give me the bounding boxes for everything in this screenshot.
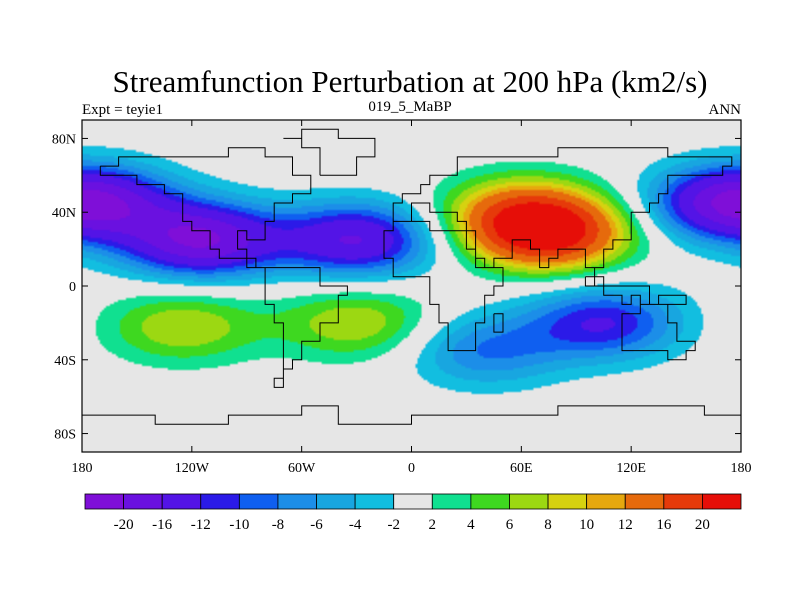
colorbar-label: -20 [114, 517, 134, 533]
colorbar-box [123, 493, 163, 510]
colorbar-box [431, 493, 472, 510]
colorbar-label: 20 [695, 517, 710, 533]
colorbar-label: -8 [272, 517, 285, 533]
colorbar-box [277, 493, 317, 510]
y-tick-label: 0 [69, 280, 76, 295]
y-tick-label: 40N [52, 206, 76, 221]
x-tick-label: 0 [408, 461, 415, 476]
colorbar-label: -12 [191, 517, 211, 533]
center-string: 019_5_MaBP [368, 99, 451, 115]
x-tick-label: 180 [72, 461, 93, 476]
colorbar-box [702, 493, 742, 510]
colorbar-label: 2 [429, 517, 437, 533]
colorbar-box [161, 493, 202, 510]
colorbar-box [393, 493, 433, 510]
colorbar-label: -16 [152, 517, 172, 533]
x-tick-label: 60W [288, 461, 316, 476]
colorbar-label: 6 [506, 517, 514, 533]
colorbar-box [509, 493, 549, 510]
colorbar-label: 16 [656, 517, 672, 533]
y-tick-label: 80N [52, 132, 76, 147]
colorbar-box [238, 493, 279, 510]
colorbar-label: 8 [544, 517, 552, 533]
x-tick-label: 120E [616, 461, 646, 476]
colorbar-box [470, 493, 510, 510]
colorbar-box [663, 493, 703, 510]
plot-area [81, 119, 742, 453]
colorbar-box [547, 493, 588, 510]
continent-outlines [82, 128, 741, 425]
left-string: Expt = teyie1 [82, 102, 163, 118]
colorbar-label: 10 [579, 517, 594, 533]
colorbar-label: -6 [310, 517, 323, 533]
colorbar-label: 4 [467, 517, 475, 533]
colorbar-box [316, 493, 356, 510]
y-tick-label: 80S [54, 428, 76, 443]
colorbar-box [624, 493, 665, 510]
y-tick-label: 40S [54, 354, 76, 369]
colorbar: -20 -16 -12 -10 -8 -6 -4 -2 2 4 6 8 10 12 16 20 [84, 493, 742, 533]
colorbar-box [586, 493, 626, 510]
colorbar-label: -10 [229, 517, 249, 533]
colorbar-box [354, 493, 395, 510]
x-tick-label: 120W [175, 461, 210, 476]
chart-title: Streamfunction Perturbation at 200 hPa (… [113, 64, 708, 99]
colorbar-box [84, 493, 124, 510]
x-tick-label: 180 [731, 461, 752, 476]
colorbar-label: -2 [387, 517, 400, 533]
y-axis: 80N 40N 0 40S 80S [52, 132, 741, 443]
colorbar-label: -4 [349, 517, 362, 533]
x-tick-label: 60E [510, 461, 533, 476]
right-string: ANN [709, 102, 742, 118]
x-axis: 180 120W 60W 0 60E 120E 180 [72, 120, 752, 476]
colorbar-box [200, 493, 240, 510]
colorbar-label: 12 [618, 517, 633, 533]
